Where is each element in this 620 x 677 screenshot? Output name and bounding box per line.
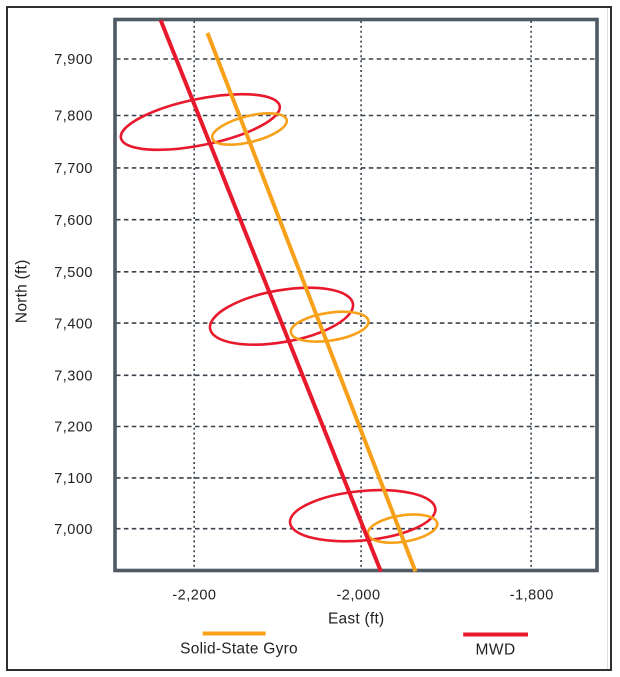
svg-text:North (ft): North (ft) <box>14 259 31 323</box>
svg-text:7,000: 7,000 <box>54 522 93 538</box>
svg-text:Solid-State Gyro: Solid-State Gyro <box>180 641 298 658</box>
svg-text:7,700: 7,700 <box>54 161 93 177</box>
svg-text:East (ft): East (ft) <box>328 611 385 628</box>
svg-text:-2,000: -2,000 <box>336 588 380 604</box>
svg-text:7,400: 7,400 <box>54 316 93 332</box>
svg-text:7,500: 7,500 <box>54 265 93 281</box>
svg-text:-2,200: -2,200 <box>172 588 216 604</box>
svg-text:7,800: 7,800 <box>54 109 93 125</box>
svg-text:-1,800: -1,800 <box>510 588 554 604</box>
svg-text:7,600: 7,600 <box>54 213 93 229</box>
svg-text:7,300: 7,300 <box>54 369 93 385</box>
svg-text:7,200: 7,200 <box>54 420 93 436</box>
svg-text:MWD: MWD <box>475 641 515 658</box>
svg-text:7,100: 7,100 <box>54 471 93 487</box>
svg-text:7,900: 7,900 <box>54 52 93 68</box>
